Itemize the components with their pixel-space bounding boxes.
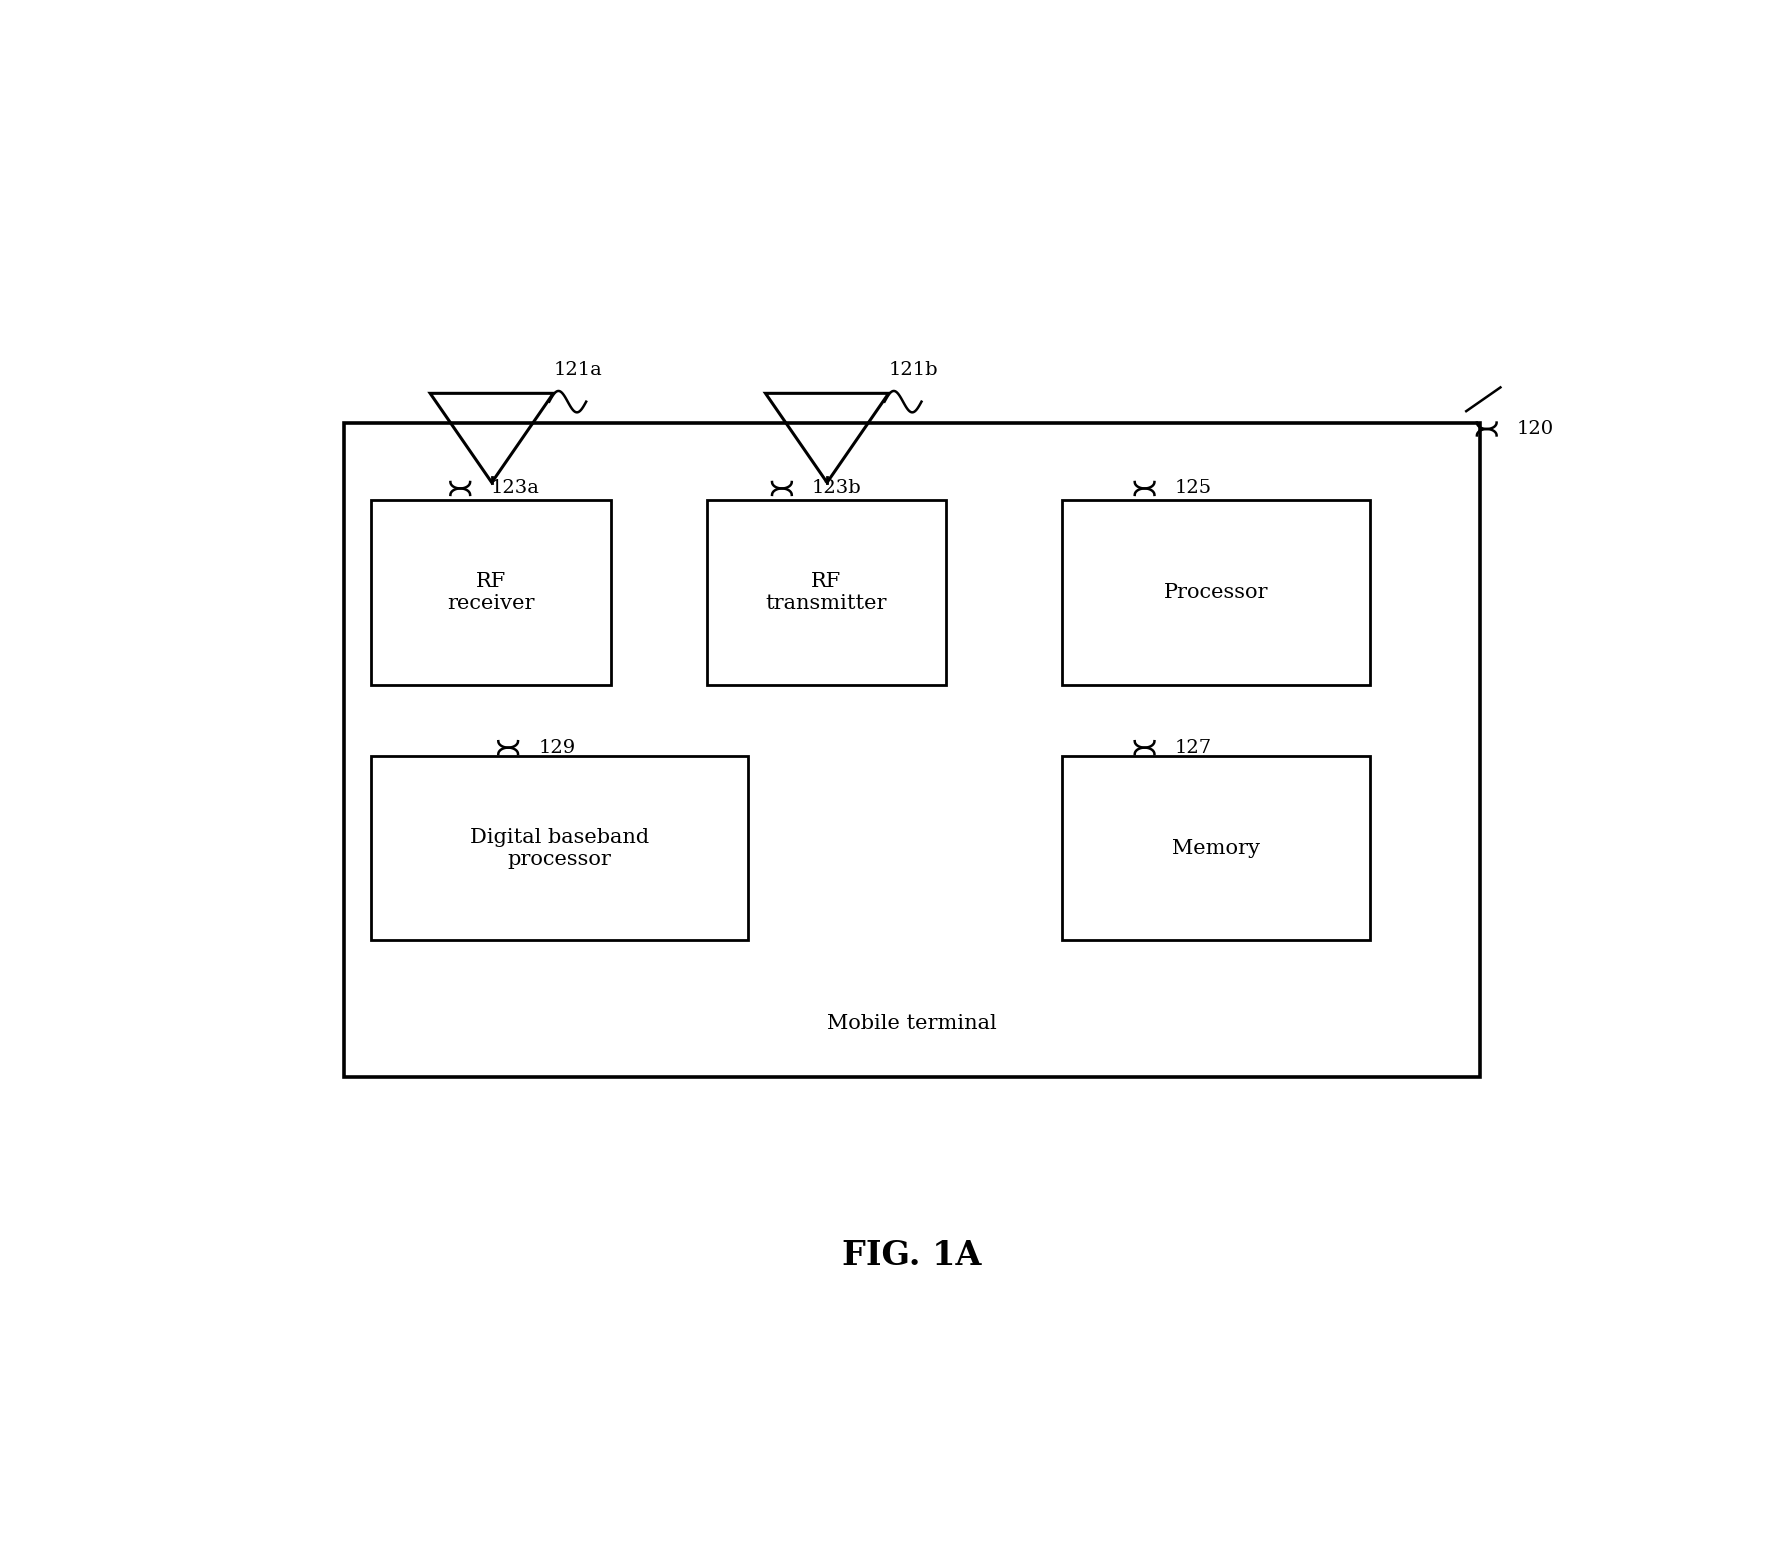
Text: 123b: 123b — [812, 480, 862, 497]
Text: 121b: 121b — [888, 361, 938, 378]
Text: 123a: 123a — [491, 480, 539, 497]
Text: 125: 125 — [1174, 480, 1211, 497]
Text: FIG. 1A: FIG. 1A — [842, 1238, 982, 1272]
Bar — [371, 757, 747, 940]
Text: 121a: 121a — [553, 361, 602, 378]
Text: 120: 120 — [1517, 420, 1554, 438]
Text: 127: 127 — [1174, 738, 1211, 757]
Text: Mobile terminal: Mobile terminal — [826, 1014, 996, 1033]
Bar — [706, 500, 947, 684]
Text: RF
receiver: RF receiver — [447, 571, 535, 613]
Text: Memory: Memory — [1173, 838, 1261, 857]
Bar — [1063, 500, 1370, 684]
Bar — [344, 423, 1480, 1078]
Bar — [1063, 757, 1370, 940]
Text: Processor: Processor — [1164, 584, 1268, 602]
Text: 129: 129 — [539, 738, 576, 757]
Bar — [371, 500, 611, 684]
Text: RF
transmitter: RF transmitter — [766, 571, 887, 613]
Text: Digital baseband
processor: Digital baseband processor — [470, 828, 650, 869]
